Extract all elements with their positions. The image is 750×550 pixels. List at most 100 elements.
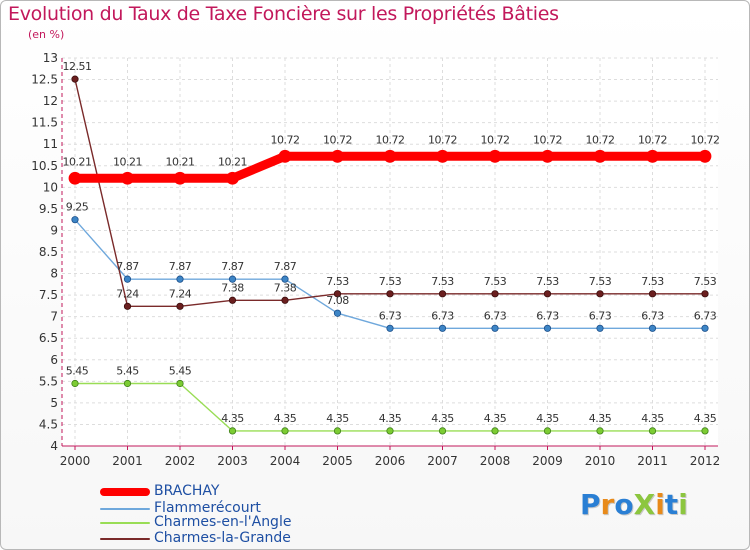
data-label-brachay: 10.72 <box>691 133 720 146</box>
data-point-brachay <box>383 149 397 163</box>
x-tick-label: 2004 <box>270 454 301 468</box>
data-point-charmes-la-grande <box>701 290 709 298</box>
x-tick-label: 2009 <box>532 454 563 468</box>
y-tick-label: 10 <box>43 180 58 194</box>
data-point-charmes-en-l-angle <box>281 427 289 435</box>
data-point-charmes-en-l-angle <box>333 427 342 435</box>
data-label-flammerecourt: 7.08 <box>326 294 349 307</box>
x-tick-label: 2011 <box>637 454 668 468</box>
data-label-flammerecourt: 6.73 <box>431 309 454 322</box>
data-point-flammerecourt <box>596 324 604 332</box>
data-point-brachay <box>331 149 344 163</box>
data-point-charmes-en-l-angle <box>386 427 394 435</box>
y-tick-label: 11.5 <box>31 116 58 130</box>
logo-letter: P <box>580 488 601 521</box>
data-point-charmes-en-l-angle <box>228 427 237 435</box>
y-tick-label: 5.5 <box>39 374 58 388</box>
legend-label-brachay: BRACHAY <box>154 483 220 499</box>
data-label-flammerecourt: 9.25 <box>66 201 89 214</box>
y-tick-label: 8.5 <box>39 245 58 259</box>
data-label-flammerecourt: 7.87 <box>221 260 244 273</box>
data-label-charmes-en-l-angle: 4.35 <box>536 412 559 425</box>
y-tick-label: 7.5 <box>39 288 58 302</box>
y-tick-label: 11 <box>43 137 58 151</box>
data-point-flammerecourt <box>701 324 709 332</box>
data-point-charmes-la-grande <box>596 290 604 298</box>
y-tick-label: 13 <box>43 51 58 65</box>
data-label-brachay: 10.72 <box>638 133 667 146</box>
legend-label-charmes-en-l-angle: Charmes-en-l'Angle <box>154 514 292 530</box>
data-point-charmes-la-grande <box>176 302 184 310</box>
data-point-brachay <box>646 149 659 163</box>
data-label-flammerecourt: 6.73 <box>641 309 664 322</box>
y-tick-label: 8 <box>50 267 58 281</box>
data-point-charmes-en-l-angle <box>648 427 657 435</box>
x-tick-label: 2005 <box>322 454 353 468</box>
data-label-flammerecourt: 6.73 <box>379 309 402 322</box>
data-point-flammerecourt <box>281 275 289 283</box>
data-point-flammerecourt <box>491 324 499 332</box>
data-point-charmes-la-grande <box>228 296 237 304</box>
data-point-flammerecourt <box>438 324 447 332</box>
x-tick-label: 2006 <box>375 454 406 468</box>
data-label-charmes-en-l-angle: 4.35 <box>221 412 244 425</box>
data-point-charmes-en-l-angle <box>491 427 499 435</box>
legend-item-charmes-en-l-angle: Charmes-en-l'Angle <box>100 514 360 530</box>
x-tick-label: 2010 <box>585 454 616 468</box>
logo-letter: i <box>655 488 665 521</box>
legend-label-charmes-la-grande: Charmes-la-Grande <box>154 530 291 546</box>
data-point-charmes-en-l-angle <box>71 379 79 388</box>
data-point-charmes-la-grande <box>491 290 499 298</box>
data-point-flammerecourt <box>71 216 79 224</box>
data-point-flammerecourt <box>176 275 184 283</box>
data-label-flammerecourt: 6.73 <box>484 309 507 322</box>
data-point-flammerecourt <box>543 324 552 332</box>
data-label-flammerecourt: 7.87 <box>116 260 139 273</box>
data-label-brachay: 10.72 <box>428 133 457 146</box>
y-tick-label: 6 <box>50 353 58 367</box>
y-tick-label: 6.5 <box>39 331 58 345</box>
data-label-charmes-en-l-angle: 5.45 <box>66 364 89 377</box>
data-point-charmes-en-l-angle <box>438 427 447 435</box>
x-tick-label: 2012 <box>690 454 721 468</box>
data-point-charmes-en-l-angle <box>176 379 184 388</box>
data-point-charmes-la-grande <box>333 290 342 298</box>
data-label-charmes-en-l-angle: 4.35 <box>326 412 349 425</box>
data-point-brachay <box>226 171 239 185</box>
data-label-flammerecourt: 6.73 <box>694 309 717 322</box>
legend-swatch-flammerecourt <box>100 508 150 510</box>
x-tick-label: 2007 <box>427 454 458 468</box>
logo-letter: t <box>664 488 679 521</box>
data-label-brachay: 10.72 <box>323 133 352 146</box>
data-label-brachay: 10.72 <box>586 133 615 146</box>
data-point-charmes-la-grande <box>543 290 552 298</box>
logo-letter: X <box>633 488 656 521</box>
data-label-flammerecourt: 6.73 <box>536 309 559 322</box>
data-label-brachay: 10.72 <box>271 133 300 146</box>
data-point-charmes-en-l-angle <box>123 379 132 388</box>
data-label-charmes-en-l-angle: 4.35 <box>431 412 454 425</box>
data-label-brachay: 10.72 <box>376 133 405 146</box>
data-label-flammerecourt: 7.87 <box>274 260 297 273</box>
data-label-brachay: 10.72 <box>533 133 562 146</box>
data-label-charmes-en-l-angle: 4.35 <box>484 412 507 425</box>
data-label-flammerecourt: 6.73 <box>589 309 612 322</box>
data-point-charmes-en-l-angle <box>596 427 604 435</box>
x-tick-label: 2008 <box>480 454 511 468</box>
legend-swatch-brachay <box>100 488 150 496</box>
data-point-flammerecourt <box>386 324 394 332</box>
data-point-flammerecourt <box>123 275 132 283</box>
y-tick-label: 5 <box>50 396 58 410</box>
data-point-brachay <box>593 149 607 163</box>
data-label-charmes-la-grande: 7.53 <box>536 275 559 288</box>
data-point-brachay <box>278 149 292 163</box>
data-label-charmes-la-grande: 7.53 <box>641 275 664 288</box>
data-point-charmes-en-l-angle <box>543 427 552 435</box>
y-tick-label: 12.5 <box>31 73 58 87</box>
data-label-charmes-en-l-angle: 4.35 <box>641 412 664 425</box>
data-label-brachay: 10.21 <box>63 155 92 168</box>
data-point-brachay <box>173 171 187 185</box>
data-label-charmes-en-l-angle: 5.45 <box>169 364 192 377</box>
data-label-brachay: 10.72 <box>481 133 510 146</box>
